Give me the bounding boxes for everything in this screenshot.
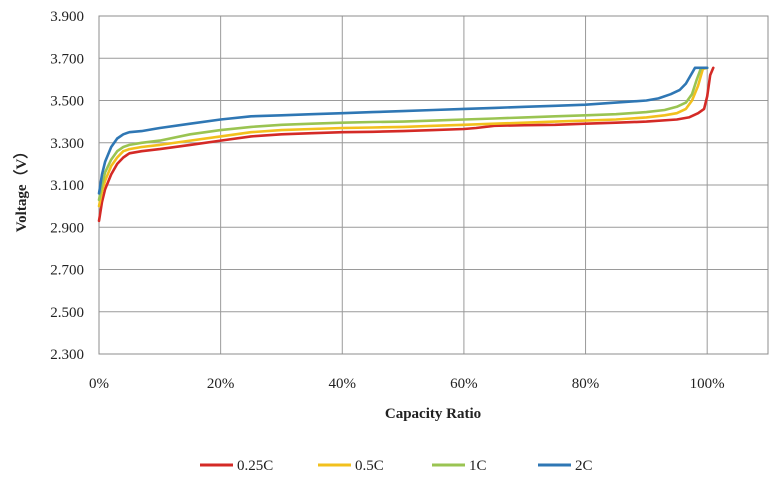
x-axis-title: Capacity Ratio xyxy=(385,406,481,422)
x-tick-label: 40% xyxy=(329,376,357,392)
x-tick-label: 100% xyxy=(690,376,725,392)
series-line-0-25c xyxy=(97,66,715,223)
x-tick-label: 80% xyxy=(572,376,600,392)
tick-labels: 2.300 2.500 2.700 2.900 3.100 3.300 3.500 3.700… xyxy=(50,9,724,392)
series-line-1c xyxy=(97,66,709,202)
x-tick-label: 60% xyxy=(450,376,478,392)
legend-item[interactable]: 1C xyxy=(432,458,487,474)
x-tick-label: 0% xyxy=(89,376,109,392)
series-lines xyxy=(97,66,715,223)
series-line-0-5c xyxy=(97,66,709,208)
y-tick-label: 2.900 xyxy=(50,220,84,236)
legend-item[interactable]: 0.25C xyxy=(200,458,273,474)
y-tick-label: 3.300 xyxy=(50,136,84,152)
y-tick-label: 3.500 xyxy=(50,94,84,110)
legend-label: 0.25C xyxy=(237,458,273,474)
y-tick-label: 2.300 xyxy=(50,347,84,363)
legend-label: 0.5C xyxy=(355,458,384,474)
y-tick-label: 2.700 xyxy=(50,263,84,279)
legend-label: 2C xyxy=(575,458,593,474)
plot-area-border xyxy=(98,15,769,355)
y-tick-label: 3.900 xyxy=(50,9,84,25)
x-tick-label: 20% xyxy=(207,376,235,392)
y-axis-title: Voltage（V） xyxy=(12,144,30,233)
y-tick-label: 3.700 xyxy=(50,51,84,67)
legend[interactable]: 0.25C 0.5C 1C 2C xyxy=(200,458,593,474)
y-tick-label: 2.500 xyxy=(50,305,84,321)
legend-item[interactable]: 0.5C xyxy=(318,458,384,474)
legend-item[interactable]: 2C xyxy=(538,458,593,474)
y-tick-label: 3.100 xyxy=(50,178,84,194)
series-line-2c xyxy=(97,66,709,195)
legend-label: 1C xyxy=(469,458,487,474)
